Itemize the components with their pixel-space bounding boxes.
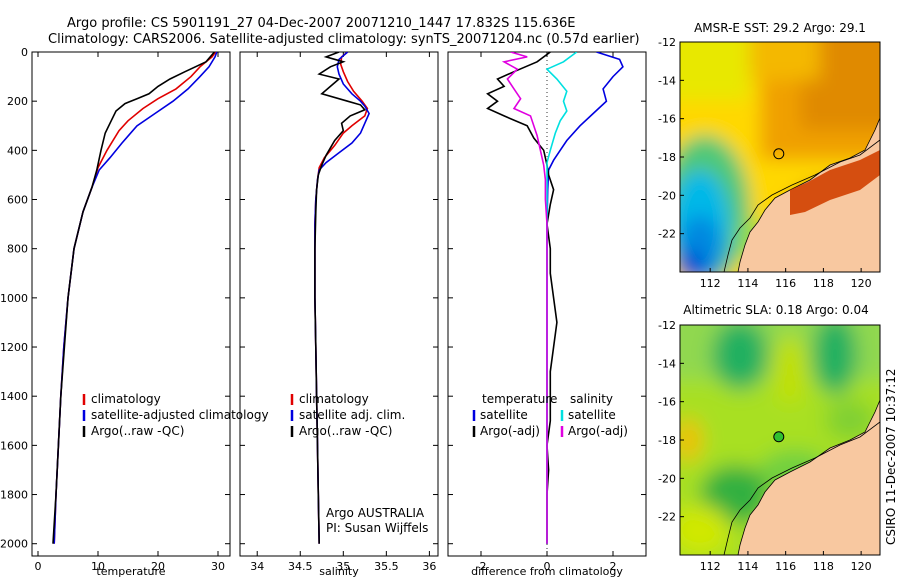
legend-label: satellite (480, 408, 528, 422)
y-tick-label: 1200 (0, 341, 28, 354)
sst-map: AMSR-E SST: 29.2 Argo: 29.1 112 1 (658, 21, 881, 290)
x-tick-label: 0 (35, 560, 42, 573)
map-x-tick-label: 112 (700, 560, 721, 573)
y-tick-label: 600 (7, 194, 28, 207)
series-group (486, 52, 624, 544)
sla-shelf-contour (723, 421, 880, 555)
x-tick-label: 30 (211, 560, 225, 573)
map-y-tick-label: -16 (658, 113, 676, 126)
map-x-tick-label: 120 (851, 277, 872, 290)
salinity-panel: 34 34.5 35 35.5 36 salinity climatology satelli… (239, 51, 439, 578)
figure-title-line1: Argo profile: CS 5901191_27 04-Dec-2007 … (67, 16, 575, 31)
x-tick-label: -2 (476, 560, 487, 573)
series-line-0 (53, 52, 217, 544)
temperature-panel: 0 10 20 30 0 200 400 600 800 1000 1200 1400 1600 1800… (0, 46, 269, 578)
map-y-tick-label: -20 (658, 189, 676, 202)
legend-header: temperature (482, 392, 557, 406)
series-line-1 (53, 52, 218, 544)
x-tick-label: 35.5 (374, 560, 399, 573)
x-axis-label: salinity (319, 565, 359, 578)
x-tick-label: 34 (250, 560, 264, 573)
map-x-tick-label: 114 (737, 560, 758, 573)
legend-label: satellite (568, 408, 616, 422)
series-line-3 (501, 52, 548, 544)
y-tick-label: 800 (7, 243, 28, 256)
y-tick-label: 0 (21, 46, 28, 59)
map-y-tick-label: -18 (658, 151, 676, 164)
sst-argo-marker (773, 148, 785, 160)
y-tick-label: 400 (7, 144, 28, 157)
map-y-tick-label: -14 (658, 357, 676, 370)
legend-label: climatology (299, 392, 369, 406)
legend-label: Argo(..raw -QC) (299, 424, 392, 438)
annotation-text: Argo AUSTRALIA (326, 506, 425, 520)
sla-argo-marker (773, 431, 785, 443)
legend-header: salinity (570, 392, 613, 406)
map-y-tick-label: -22 (658, 511, 676, 524)
y-tick-label: 1400 (0, 390, 28, 403)
sla-land (737, 399, 880, 555)
legend: temperature salinity satellite Argo(-adj) sa… (472, 392, 628, 438)
panel-frame (239, 51, 439, 557)
map-x-tick-label: 116 (775, 277, 796, 290)
y-tick-label: 1000 (0, 292, 28, 305)
x-axis-label: temperature (96, 565, 165, 578)
legend-label: climatology (91, 392, 161, 406)
map-y-tick-label: -16 (658, 396, 676, 409)
map-x-tick-label: 118 (813, 560, 834, 573)
x-axis-label: difference from climatology (471, 565, 623, 578)
series-group (52, 52, 218, 544)
map-y-tick-label: -18 (658, 434, 676, 447)
sla-map: Altimetric SLA: 0.18 Argo: 0.04 112 114 11… (658, 303, 881, 573)
panel-frame (31, 51, 231, 557)
x-tick-label: 2 (610, 560, 617, 573)
map-y-tick-label: -12 (658, 36, 676, 49)
sst-coastal-warm (790, 150, 880, 215)
y-tick-label: 200 (7, 95, 28, 108)
series-line-1 (486, 52, 558, 544)
series-line-0 (314, 52, 369, 544)
legend: climatology satellite adj. clim. Argo(..ra… (290, 392, 405, 438)
figure-title-line2: Climatology: CARS2006. Satellite-adjuste… (48, 32, 640, 47)
map-x-tick-label: 120 (851, 560, 872, 573)
series-line-2 (545, 52, 578, 544)
map-y-tick-label: -14 (658, 74, 676, 87)
legend-label: satellite adj. clim. (299, 408, 405, 422)
map-x-tick-label: 116 (775, 560, 796, 573)
series-line-2 (314, 52, 367, 544)
side-timestamp-label: CSIRO 11-Dec-2007 10:37:12 (884, 368, 898, 545)
sst-shelf-contour (723, 139, 880, 272)
annotation-text: PI: Susan Wijffels (326, 521, 428, 535)
legend-label: Argo(-adj) (568, 424, 628, 438)
map-y-tick-label: -22 (658, 228, 676, 241)
map-x-tick-label: 114 (737, 277, 758, 290)
map-x-tick-label: 118 (813, 277, 834, 290)
x-tick-label: 34.5 (288, 560, 313, 573)
y-tick-label: 1800 (0, 489, 28, 502)
legend: climatology satellite-adjusted climatolog… (82, 392, 269, 438)
sst-map-title: AMSR-E SST: 29.2 Argo: 29.1 (694, 21, 866, 35)
y-tick-label: 1600 (0, 439, 28, 452)
legend-label: Argo(..raw -QC) (91, 424, 184, 438)
series-line-2 (52, 52, 216, 544)
y-tick-label: 2000 (0, 538, 28, 551)
map-y-tick-label: -12 (658, 319, 676, 332)
sla-map-title: Altimetric SLA: 0.18 Argo: 0.04 (683, 303, 868, 317)
sla-map-ticks: 112 114 116 118 120 -12 -14 -16 -18 -20 -22 (658, 319, 872, 573)
legend-label: Argo(-adj) (480, 424, 540, 438)
map-y-tick-label: -20 (658, 472, 676, 485)
x-tick-label: 35 (336, 560, 350, 573)
x-tick-label: 20 (151, 560, 165, 573)
x-tick-label: 0 (544, 560, 551, 573)
sst-map-ticks: 112 114 116 118 120 -12 -14 -16 -18 -20 -22 (658, 36, 872, 290)
x-tick-label: 36 (422, 560, 436, 573)
map-x-tick-label: 112 (700, 277, 721, 290)
series-group (314, 52, 370, 544)
x-tick-label: 10 (91, 560, 105, 573)
legend-label: satellite-adjusted climatology (91, 408, 269, 422)
